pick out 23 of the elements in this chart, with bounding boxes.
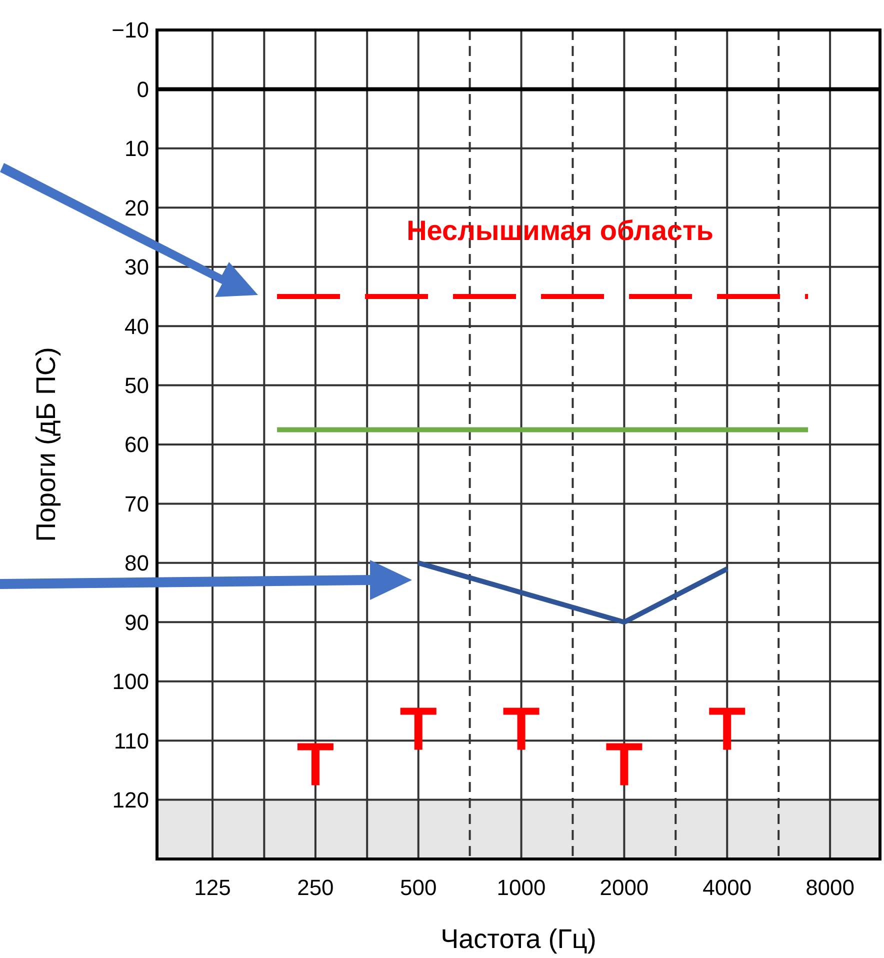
x-tick-label: 8000 <box>806 875 855 900</box>
y-axis-title: Пороги (дБ ПС) <box>31 347 61 542</box>
y-tick-label: 60 <box>124 432 149 458</box>
y-tick-label: 30 <box>124 254 149 280</box>
y-tick-label: 0 <box>136 76 149 102</box>
y-tick-label: −10 <box>112 18 149 43</box>
y-tick-label: 70 <box>124 491 149 516</box>
y-tick-label: 100 <box>112 669 149 694</box>
x-tick-label: 4000 <box>702 875 752 900</box>
y-tick-label: 20 <box>124 195 149 220</box>
x-tick-label: 1000 <box>496 875 546 900</box>
x-tick-label: 250 <box>297 875 334 900</box>
y-tick-label: 40 <box>124 314 149 339</box>
y-tick-label: 10 <box>124 136 149 162</box>
y-tick-label: 50 <box>124 372 149 398</box>
x-tick-label: 125 <box>194 875 231 900</box>
y-tick-label: 90 <box>124 610 149 635</box>
y-tick-label: 80 <box>124 550 149 576</box>
y-tick-label: 110 <box>114 728 149 754</box>
y-tick-label: 120 <box>112 787 149 812</box>
x-axis-title: Частота (Гц) <box>440 924 596 954</box>
x-tick-label: 2000 <box>600 875 649 900</box>
x-tick-label: 500 <box>400 875 437 900</box>
